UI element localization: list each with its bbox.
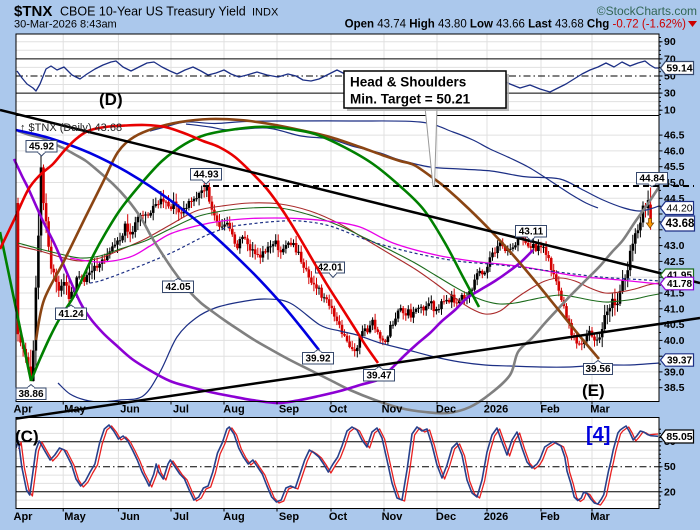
- svg-text:Open 43.74 High 43.80 Low 43.6: Open 43.74 High 43.80 Low 43.66 Last 43.…: [345, 19, 687, 31]
- svg-text:Apr: Apr: [14, 404, 34, 416]
- svg-text:43.0: 43.0: [664, 240, 685, 252]
- svg-text:INDX: INDX: [252, 7, 279, 19]
- svg-text:45.0: 45.0: [664, 177, 685, 189]
- svg-text:40.5: 40.5: [664, 319, 685, 331]
- svg-text:42.01: 42.01: [317, 263, 342, 274]
- svg-text:May: May: [64, 511, 86, 523]
- svg-text:Sep: Sep: [279, 404, 299, 416]
- svg-text:41.24: 41.24: [58, 309, 83, 320]
- svg-text:Mar: Mar: [590, 404, 610, 416]
- svg-text:$TNX: $TNX: [14, 3, 52, 20]
- svg-text:50: 50: [664, 461, 676, 473]
- svg-text:Dec: Dec: [436, 404, 456, 416]
- svg-text:Nov: Nov: [382, 404, 404, 416]
- svg-text:30: 30: [664, 88, 676, 100]
- svg-text:20: 20: [664, 486, 676, 498]
- svg-text:CBOE 10-Year US Treasury Yield: CBOE 10-Year US Treasury Yield: [60, 5, 246, 19]
- svg-text:39.37: 39.37: [667, 356, 692, 367]
- svg-text:Jun: Jun: [120, 511, 140, 523]
- svg-text:43.11: 43.11: [519, 227, 544, 238]
- svg-text:2026: 2026: [484, 511, 508, 523]
- svg-text:Oct: Oct: [329, 511, 348, 523]
- svg-text:39.47: 39.47: [366, 371, 391, 382]
- svg-text:Aug: Aug: [223, 511, 244, 523]
- svg-text:41.5: 41.5: [664, 288, 685, 300]
- svg-text:(E): (E): [582, 381, 605, 400]
- svg-text:Mar: Mar: [590, 511, 610, 523]
- svg-text:Apr: Apr: [14, 511, 34, 523]
- svg-text:59.14: 59.14: [666, 63, 692, 75]
- svg-text:46.0: 46.0: [664, 145, 685, 157]
- svg-text:85.05: 85.05: [666, 431, 692, 443]
- svg-text:38.86: 38.86: [18, 389, 43, 400]
- svg-text:Jun: Jun: [120, 404, 140, 416]
- svg-text:Jul: Jul: [173, 511, 189, 523]
- svg-text:39.92: 39.92: [305, 354, 330, 365]
- svg-text:(C): (C): [15, 427, 39, 446]
- svg-text:38.5: 38.5: [664, 382, 685, 394]
- svg-text:Jul: Jul: [173, 404, 189, 416]
- svg-text:41.0: 41.0: [664, 303, 685, 315]
- svg-text:44.84: 44.84: [639, 174, 664, 185]
- svg-text:Sep: Sep: [279, 511, 299, 523]
- svg-text:May: May: [64, 404, 86, 416]
- svg-text:39.0: 39.0: [664, 366, 685, 378]
- svg-text:44.20: 44.20: [666, 203, 692, 215]
- svg-text:↑ $TNX (Daily) 43.68: ↑ $TNX (Daily) 43.68: [20, 122, 122, 134]
- svg-text:90: 90: [664, 36, 676, 48]
- svg-text:Nov: Nov: [382, 511, 404, 523]
- svg-text:43.68: 43.68: [666, 218, 695, 230]
- svg-text:41.78: 41.78: [667, 279, 692, 290]
- svg-text:30-Mar-2026 8:43am: 30-Mar-2026 8:43am: [14, 19, 117, 31]
- svg-text:Oct: Oct: [329, 404, 348, 416]
- svg-text:40.0: 40.0: [664, 335, 685, 347]
- svg-text:Aug: Aug: [223, 404, 244, 416]
- svg-text:70: 70: [664, 53, 676, 65]
- svg-text:39.56: 39.56: [585, 364, 610, 375]
- svg-text:©StockCharts.com: ©StockCharts.com: [597, 4, 697, 18]
- svg-text:Head & Shoulders: Head & Shoulders: [350, 75, 466, 90]
- svg-text:2026: 2026: [484, 404, 508, 416]
- svg-text:42.05: 42.05: [165, 282, 190, 293]
- svg-text:[4]: [4]: [586, 424, 610, 446]
- svg-text:(D): (D): [99, 90, 123, 109]
- svg-text:Feb: Feb: [540, 404, 560, 416]
- svg-text:50: 50: [664, 71, 676, 83]
- svg-text:46.5: 46.5: [664, 130, 685, 142]
- svg-text:Dec: Dec: [436, 511, 456, 523]
- svg-text:45.5: 45.5: [664, 161, 685, 173]
- svg-text:Feb: Feb: [540, 511, 560, 523]
- svg-text:41.95: 41.95: [667, 271, 692, 282]
- svg-text:Min. Target = 50.21: Min. Target = 50.21: [350, 92, 471, 107]
- svg-text:45.92: 45.92: [29, 142, 54, 153]
- svg-text:44.93: 44.93: [193, 170, 218, 181]
- svg-text:10: 10: [664, 105, 676, 117]
- svg-text:42.5: 42.5: [664, 256, 685, 268]
